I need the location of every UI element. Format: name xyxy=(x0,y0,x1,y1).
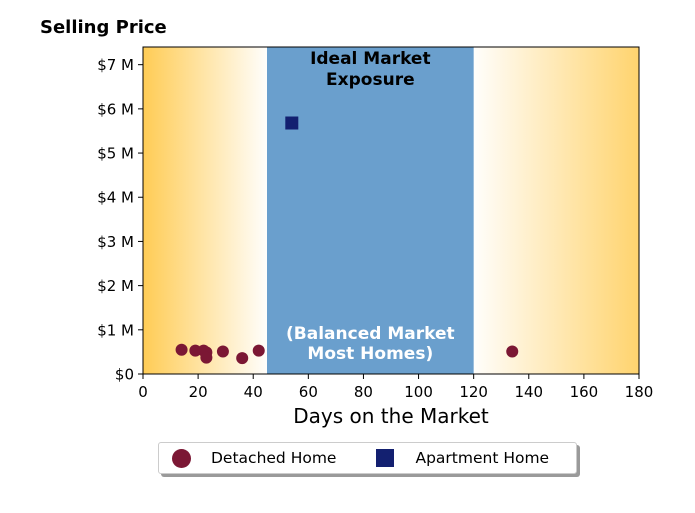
legend-item-apartment: Apartment Home xyxy=(336,449,549,467)
y-tick-label: $1 M xyxy=(97,321,134,339)
x-tick-label: 120 xyxy=(459,383,488,401)
y-tick-label: $2 M xyxy=(97,277,134,295)
x-axis-ticks: 0 20 40 60 80 100 120 140 160 180 xyxy=(138,374,653,401)
square-marker-icon xyxy=(376,449,395,467)
plot-background xyxy=(143,47,639,374)
x-axis-label: Days on the Market xyxy=(293,404,489,428)
x-tick-label: 100 xyxy=(404,383,433,401)
y-tick-label: $4 M xyxy=(97,189,134,207)
ideal-band-rect xyxy=(267,47,474,374)
detached-home-point xyxy=(189,344,202,357)
plot-border xyxy=(142,46,640,375)
band-label-bottom-line: (Balanced Market xyxy=(286,324,455,344)
x-tick-label: 180 xyxy=(625,383,654,401)
right-gradient-region xyxy=(473,47,639,374)
x-tick-label: 20 xyxy=(189,383,208,401)
ideal-band xyxy=(267,47,474,374)
apartment-home-point xyxy=(285,116,299,130)
y-tick-label: $0 xyxy=(115,366,134,384)
y-tick-label: $6 M xyxy=(97,100,134,118)
x-tick-label: 40 xyxy=(244,383,263,401)
band-label-top-line: Exposure xyxy=(326,70,415,90)
y-axis-label: Selling Price xyxy=(40,17,167,38)
data-points xyxy=(175,116,519,365)
x-tick-label: 160 xyxy=(570,383,599,401)
y-tick-label: $5 M xyxy=(97,145,134,163)
legend-label-apartment: Apartment Home xyxy=(415,449,550,467)
detached-home-point xyxy=(200,351,213,364)
x-tick-label: 140 xyxy=(514,383,543,401)
y-axis-ticks: $0 $1 M $2 M $3 M $4 M $5 M $6 M $7 M xyxy=(97,56,143,384)
y-tick-label: $3 M xyxy=(97,233,134,251)
legend-item-detached: Detached Home xyxy=(159,448,337,468)
detached-home-point xyxy=(236,352,249,365)
x-tick-label: 60 xyxy=(299,383,318,401)
band-label-top-line: Ideal Market xyxy=(310,49,431,69)
left-gradient-region xyxy=(143,47,267,374)
detached-home-point xyxy=(175,343,188,356)
detached-home-point xyxy=(216,345,229,358)
legend: Detached Home Apartment Home xyxy=(158,442,577,474)
detached-home-point xyxy=(252,344,265,357)
detached-home-point xyxy=(506,345,519,358)
x-tick-label: 0 xyxy=(138,383,148,401)
legend-label-detached: Detached Home xyxy=(211,449,337,467)
y-tick-label: $7 M xyxy=(97,56,134,74)
band-label-bottom-line: Most Homes) xyxy=(307,344,433,364)
plot-frame xyxy=(142,46,640,375)
circle-marker-icon xyxy=(172,448,191,468)
x-tick-label: 80 xyxy=(354,383,373,401)
